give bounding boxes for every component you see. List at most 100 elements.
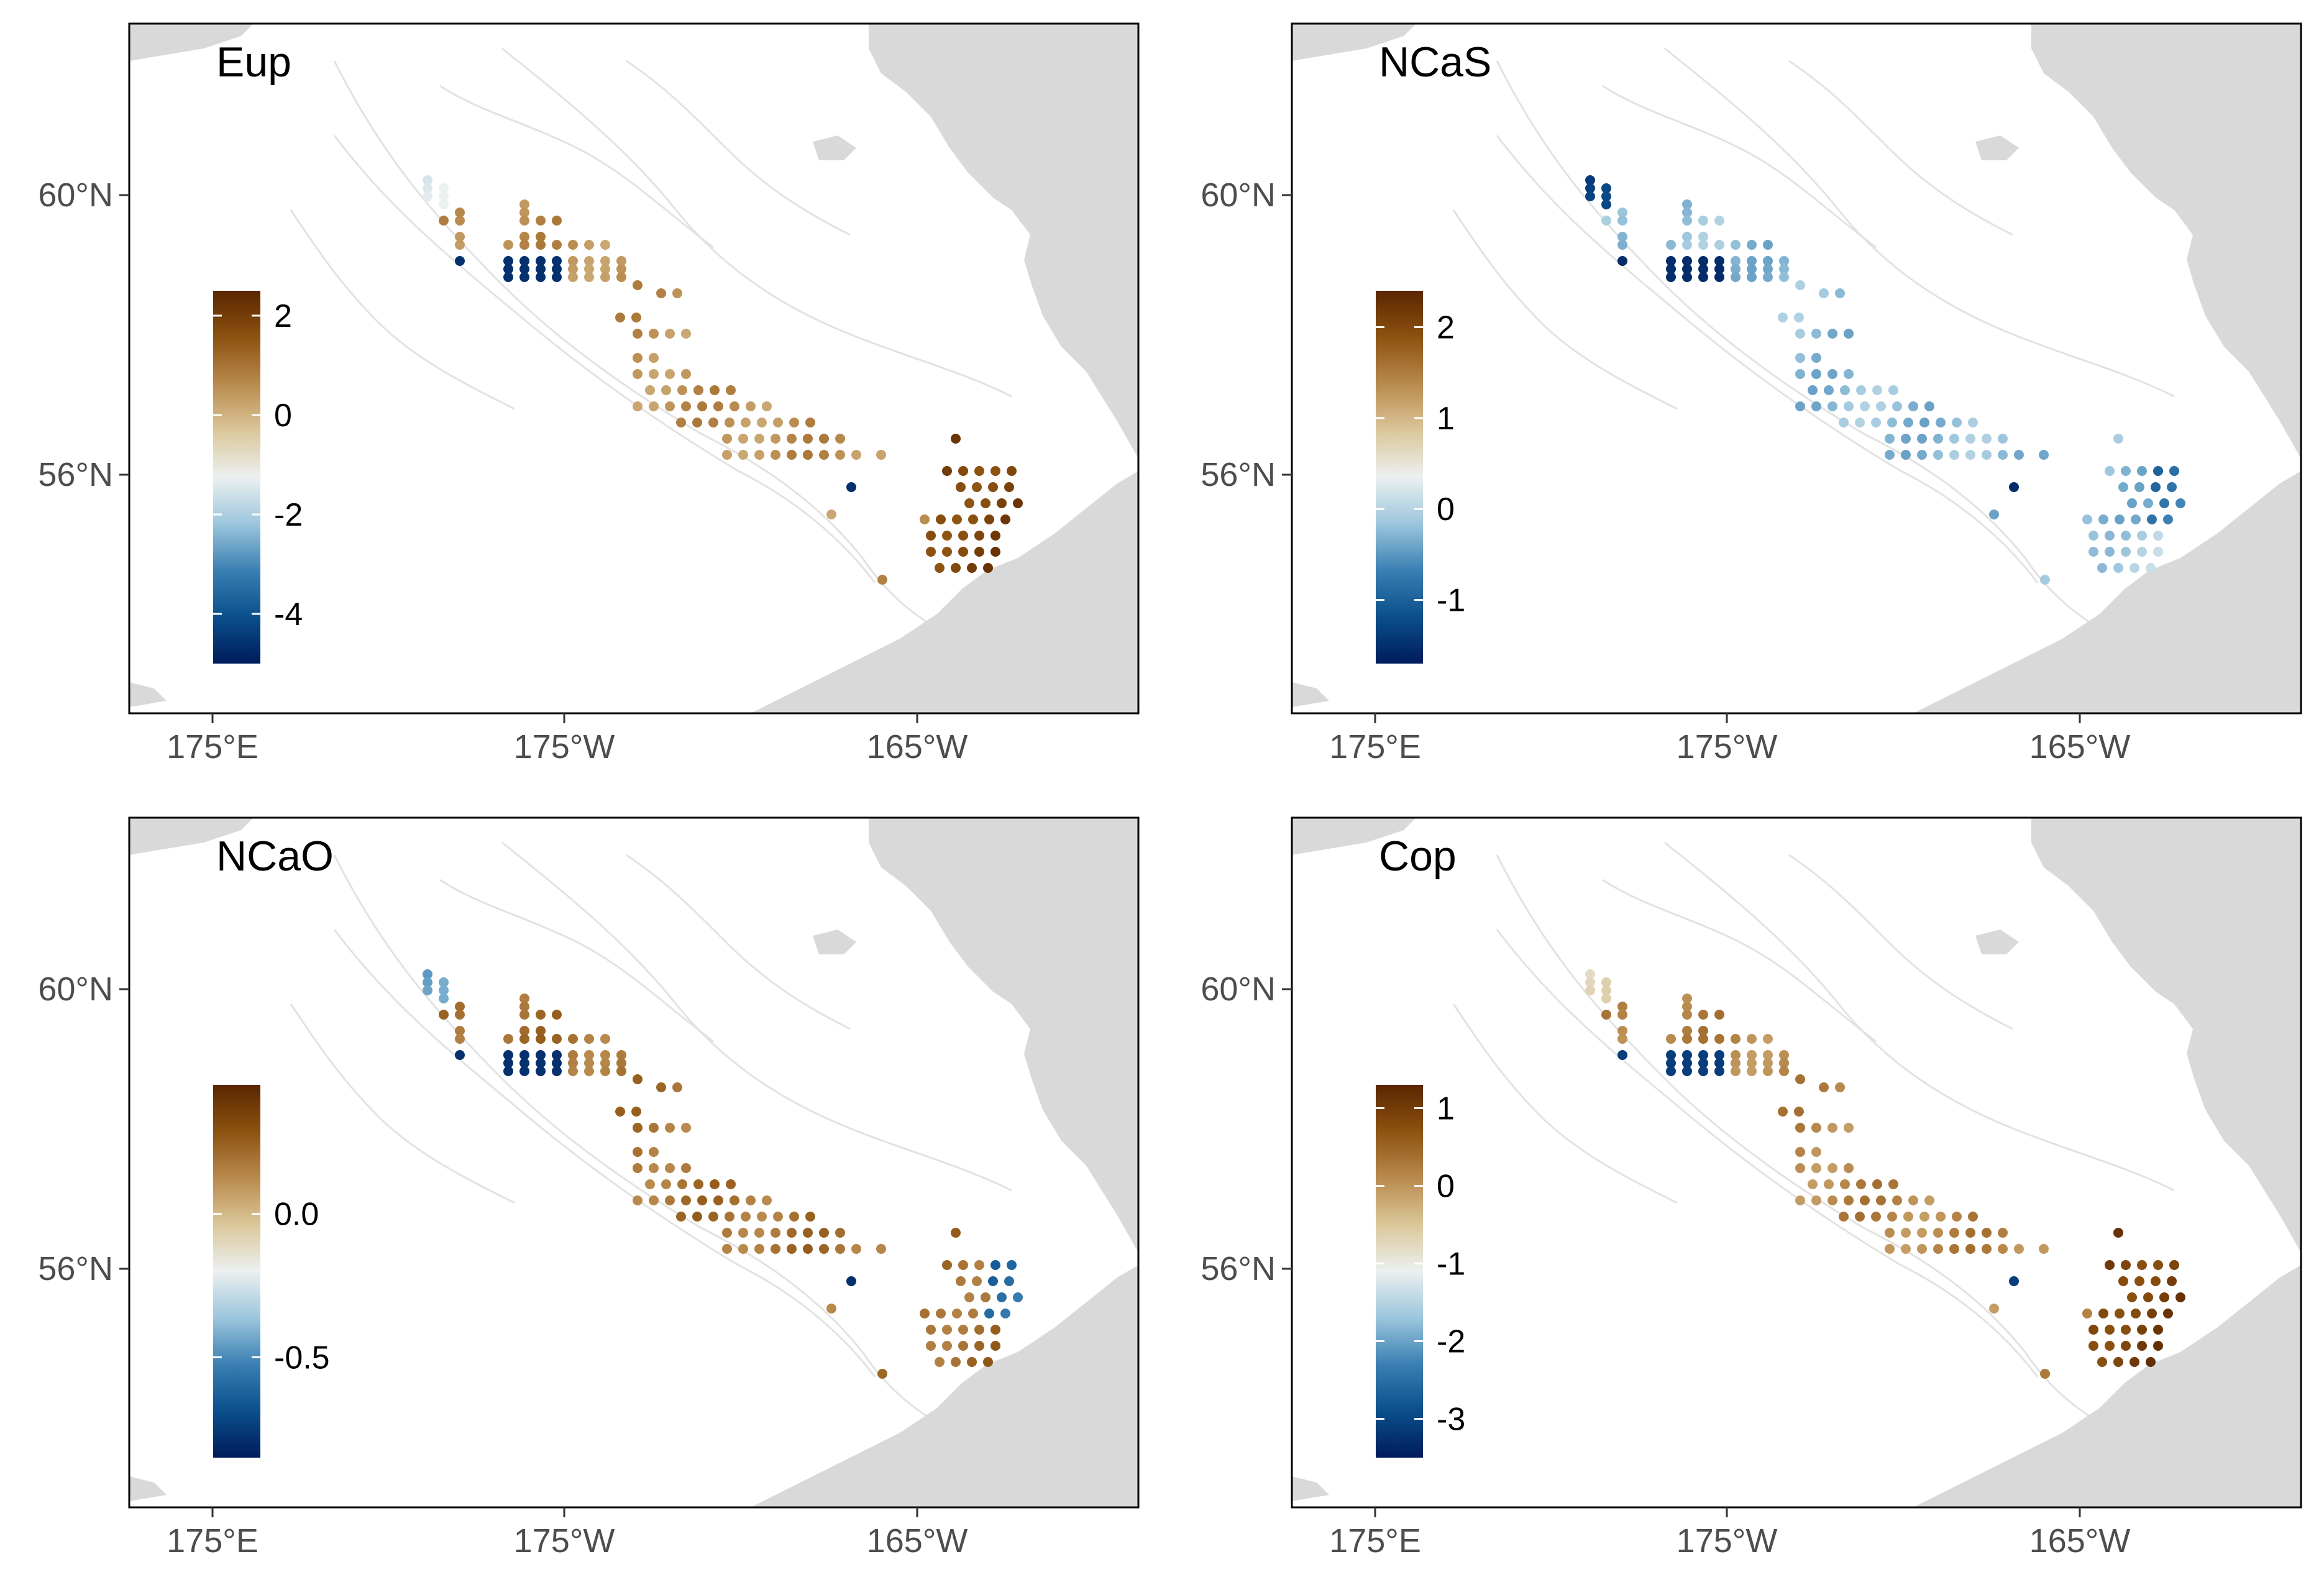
station-point xyxy=(2098,514,2108,524)
station-point xyxy=(738,434,748,444)
station-point xyxy=(2130,1357,2139,1367)
station-point xyxy=(1682,208,1692,217)
station-point xyxy=(1885,1244,1895,1254)
station-point xyxy=(677,385,687,395)
station-point xyxy=(1933,434,1943,444)
station-point xyxy=(1666,1058,1676,1068)
station-point xyxy=(600,1066,610,1076)
station-point xyxy=(552,216,562,226)
station-point xyxy=(633,353,643,363)
station-point xyxy=(958,1260,968,1270)
station-point xyxy=(1698,1010,1708,1020)
station-point xyxy=(649,1195,659,1205)
station-point xyxy=(1892,1195,1902,1205)
station-point xyxy=(633,329,643,339)
station-point xyxy=(956,1276,966,1286)
station-point xyxy=(1888,385,1898,395)
station-point xyxy=(1601,191,1611,201)
station-point xyxy=(725,418,734,427)
station-point xyxy=(552,1066,562,1076)
station-point xyxy=(423,183,432,193)
station-point xyxy=(2131,514,2141,524)
station-point xyxy=(1811,1195,1821,1205)
station-point xyxy=(738,1228,748,1238)
station-point xyxy=(665,1195,675,1205)
station-point xyxy=(1682,199,1692,209)
station-point xyxy=(926,1341,936,1351)
station-point xyxy=(803,1244,813,1254)
station-point xyxy=(616,1050,626,1060)
bathymetry-contour xyxy=(626,854,851,1030)
station-point xyxy=(1811,1147,1821,1157)
station-point xyxy=(656,1082,666,1092)
x-tick-label: 175°E xyxy=(1329,1522,1421,1560)
station-point xyxy=(1666,240,1676,250)
station-point xyxy=(519,264,529,274)
station-point xyxy=(2088,531,2098,541)
station-point xyxy=(1876,401,1886,411)
station-point xyxy=(2121,1260,2131,1270)
land-mass xyxy=(813,930,856,954)
station-point xyxy=(787,1244,797,1254)
station-point xyxy=(1808,1179,1818,1189)
station-point xyxy=(1004,1276,1014,1286)
station-point xyxy=(1007,466,1017,476)
station-point xyxy=(584,1058,594,1068)
station-point xyxy=(455,208,465,217)
station-point xyxy=(2146,563,2156,573)
station-point xyxy=(2153,1260,2163,1270)
station-point xyxy=(600,264,610,274)
station-point xyxy=(974,1325,984,1335)
station-point xyxy=(1585,969,1595,979)
station-point xyxy=(2121,547,2131,557)
station-point xyxy=(692,1212,702,1222)
station-point xyxy=(1933,1244,1943,1254)
station-point xyxy=(819,1244,829,1254)
station-point xyxy=(649,1123,659,1133)
station-point xyxy=(920,514,930,524)
station-point xyxy=(1811,401,1821,411)
station-point xyxy=(2153,466,2163,476)
x-tick-label: 175°E xyxy=(167,1522,258,1560)
station-point xyxy=(935,1357,945,1367)
station-point xyxy=(2115,514,2125,524)
station-point xyxy=(2137,1341,2147,1351)
station-point xyxy=(926,547,936,557)
station-point xyxy=(423,191,432,201)
station-point xyxy=(633,1195,643,1205)
station-point xyxy=(697,1195,707,1205)
station-point xyxy=(1808,385,1818,395)
station-point xyxy=(1714,256,1724,266)
y-tick-label: 60°N xyxy=(1201,971,1276,1008)
station-point xyxy=(568,1034,578,1044)
station-point xyxy=(1835,288,1845,298)
station-point xyxy=(2105,1341,2115,1351)
station-point xyxy=(974,466,984,476)
station-point xyxy=(1714,1050,1724,1060)
station-point xyxy=(1682,1010,1692,1020)
colorbar xyxy=(1376,291,1423,664)
station-point xyxy=(935,563,945,573)
station-point xyxy=(519,1010,529,1020)
station-point xyxy=(1919,418,1929,427)
colorbar xyxy=(1376,1085,1423,1458)
land-mass xyxy=(1292,682,1329,707)
station-point xyxy=(958,1325,968,1335)
station-point xyxy=(1013,1292,1023,1302)
station-point xyxy=(997,498,1007,508)
station-point xyxy=(1682,232,1692,242)
station-point xyxy=(536,1066,546,1076)
station-point xyxy=(942,1341,952,1351)
station-point xyxy=(1844,329,1854,339)
colorbar xyxy=(213,291,260,664)
station-point xyxy=(1778,1107,1788,1117)
station-point xyxy=(584,240,594,250)
station-point xyxy=(997,1292,1007,1302)
station-point xyxy=(552,240,562,250)
station-point xyxy=(1666,1050,1676,1060)
station-point xyxy=(439,994,449,1003)
station-point xyxy=(1924,401,1934,411)
x-tick-label: 175°W xyxy=(514,1522,615,1560)
station-point xyxy=(1714,240,1724,250)
land-mass xyxy=(1975,930,2019,954)
